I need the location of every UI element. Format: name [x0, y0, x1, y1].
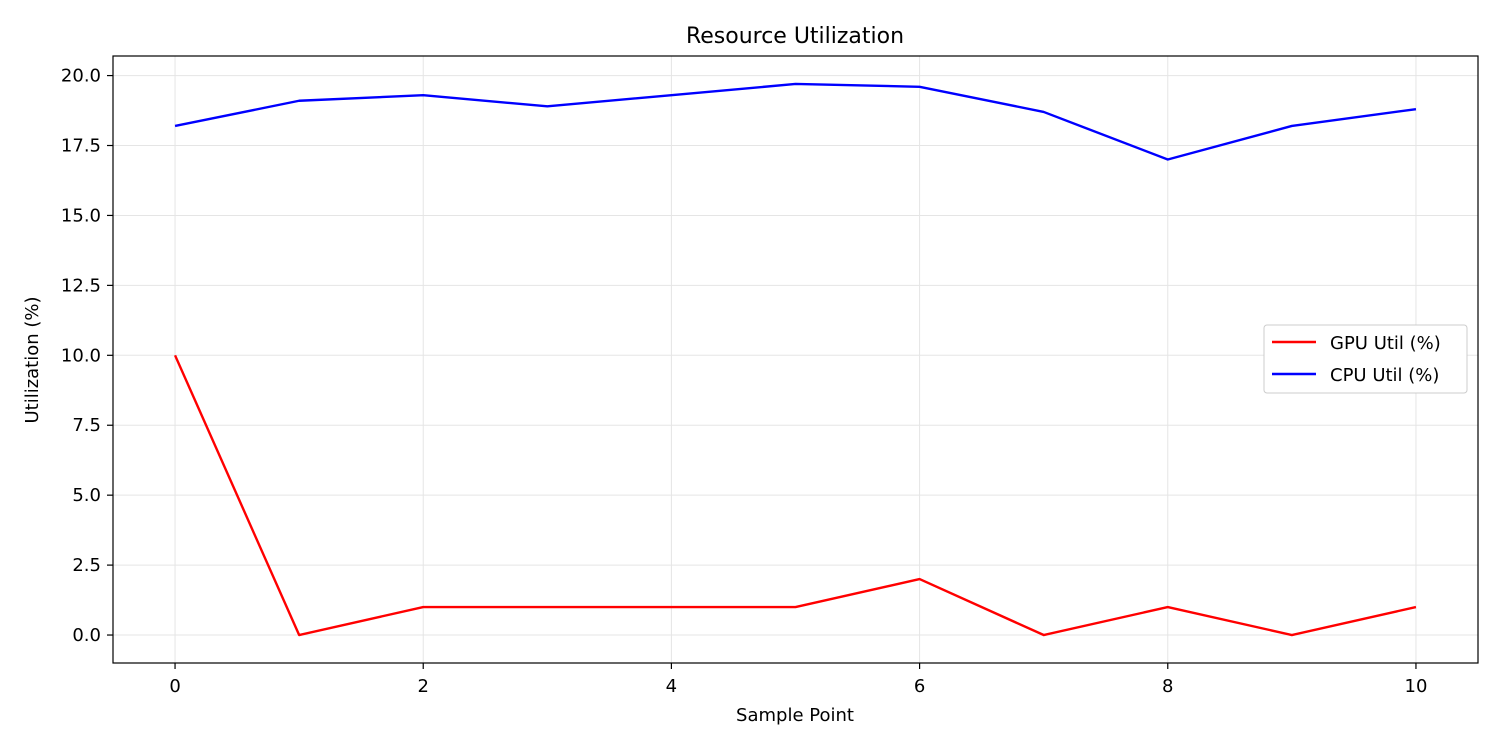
y-tick-label: 5.0	[72, 485, 101, 506]
x-tick-label: 2	[418, 676, 429, 697]
legend-label-gpu: GPU Util (%)	[1330, 333, 1441, 354]
x-tick-label: 4	[666, 676, 677, 697]
y-tick-label: 0.0	[72, 625, 101, 646]
x-tick-label: 8	[1162, 676, 1173, 697]
y-tick-label: 20.0	[61, 66, 101, 87]
series-line-cpu	[174, 82, 1417, 161]
axis-ticks: 0 2 4 6 8 10 0.0 2.5 5.0 7.5 10.0 12.5 15.0 17.5 20.0	[61, 66, 1427, 697]
series-line-gpu	[173, 354, 1417, 637]
y-tick-label: 17.5	[61, 136, 101, 157]
plot-frame	[112, 55, 1479, 664]
x-axis-title: Sample Point	[736, 705, 854, 726]
legend: GPU Util (%) CPU Util (%)	[1263, 324, 1468, 394]
y-tick-label: 10.0	[61, 345, 101, 366]
y-axis-title: Utilization (%)	[22, 296, 43, 423]
y-tick-label: 2.5	[72, 555, 101, 576]
legend-label-cpu: CPU Util (%)	[1330, 365, 1439, 386]
x-tick-label: 6	[914, 676, 925, 697]
x-tick-label: 10	[1405, 676, 1428, 697]
x-tick-label: 0	[169, 676, 180, 697]
grid-lines	[113, 56, 1478, 663]
y-tick-label: 7.5	[72, 415, 101, 436]
y-tick-label: 12.5	[61, 275, 101, 296]
series-lines	[173, 82, 1417, 637]
y-tick-label: 15.0	[61, 205, 101, 226]
chart-title: Resource Utilization	[686, 24, 904, 49]
